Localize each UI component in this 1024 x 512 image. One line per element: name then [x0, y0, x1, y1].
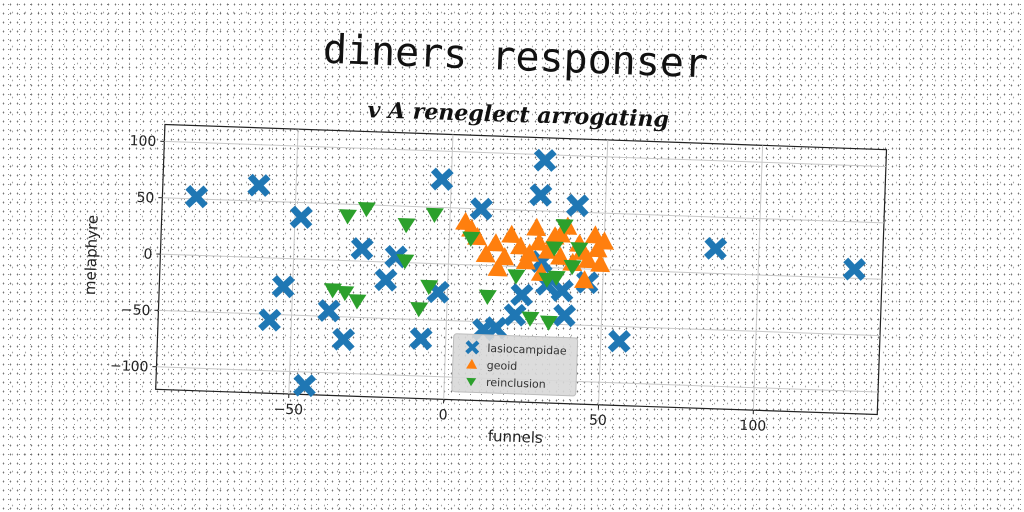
chart-title: diners responser	[322, 27, 709, 88]
data-point-reinclusion	[410, 301, 429, 318]
x-tick-label: 100	[739, 418, 766, 435]
data-point-reinclusion	[478, 289, 497, 305]
x-tick-label: −50	[273, 401, 303, 418]
x-grid-line	[598, 139, 609, 405]
data-point-lasiocampidae	[374, 268, 398, 292]
legend-markers	[465, 340, 480, 387]
data-point-reinclusion	[547, 270, 566, 286]
data-point-reinclusion	[521, 311, 540, 327]
data-point-reinclusion	[339, 209, 357, 225]
data-point-geoid	[593, 231, 614, 250]
data-point-geoid	[487, 258, 508, 277]
data-point-lasiocampidae	[552, 303, 577, 328]
legend-label-geoid: geoid	[486, 359, 517, 373]
data-point-lasiocampidae	[331, 327, 356, 352]
x-grid-line	[288, 129, 299, 394]
data-point-geoid	[590, 253, 611, 273]
data-point-lasiocampidae	[503, 303, 527, 327]
legend-marker-lasiocampidae	[465, 340, 480, 355]
y-tick-label: 50	[136, 190, 154, 207]
data-point-reinclusion	[336, 285, 355, 302]
axis-ticks: −50 0 50 100 100 50 0 −50 −100	[110, 133, 767, 435]
data-point-lasiocampidae	[258, 308, 282, 332]
data-point-lasiocampidae	[607, 329, 631, 353]
data-point-lasiocampidae	[409, 327, 433, 351]
data-point-reinclusion	[545, 241, 564, 257]
x-tick-label: 0	[438, 407, 447, 423]
data-point-reinclusion	[348, 294, 367, 310]
data-point-lasiocampidae	[529, 183, 553, 207]
y-grid-line	[162, 197, 884, 224]
y-tick-label: 0	[143, 246, 152, 262]
data-point-lasiocampidae	[350, 237, 374, 261]
data-point-geoid	[584, 225, 605, 244]
data-point-geoid	[550, 224, 571, 243]
data-point-geoid	[526, 217, 547, 237]
data-point-lasiocampidae	[469, 197, 493, 221]
data-point-geoid	[501, 224, 522, 244]
y-tick-label: 100	[129, 133, 156, 150]
data-point-reinclusion	[462, 231, 481, 247]
chart-subtitle: v A reneglect arrogating	[367, 97, 669, 132]
legend-marker-reinclusion	[466, 377, 477, 387]
data-point-lasiocampidae	[565, 193, 590, 218]
data-point-lasiocampidae	[703, 237, 728, 261]
y-tick-label: −100	[110, 358, 149, 375]
data-point-lasiocampidae	[184, 185, 209, 209]
data-point-reinclusion	[357, 201, 376, 218]
data-point-lasiocampidae	[533, 148, 557, 172]
data-point-reinclusion	[555, 219, 574, 235]
y-tick-label: −50	[121, 302, 151, 319]
data-point-lasiocampidae	[293, 373, 317, 398]
data-point-reinclusion	[425, 207, 444, 224]
legend-label-reinclusion: reinclusion	[486, 376, 546, 391]
data-point-reinclusion	[396, 254, 415, 270]
plot-frame	[155, 123, 888, 416]
legend-box	[451, 333, 579, 397]
y-axis-label: melaphyre	[81, 215, 102, 296]
data-point-lasiocampidae	[247, 173, 271, 197]
x-grid-line	[443, 134, 454, 400]
data-point-geoid	[510, 236, 531, 255]
data-point-lasiocampidae	[842, 257, 867, 281]
data-point-lasiocampidae	[317, 299, 341, 323]
data-points	[184, 148, 867, 398]
data-point-geoid	[475, 244, 496, 263]
data-point-lasiocampidae	[510, 283, 534, 307]
data-point-geoid	[574, 270, 594, 289]
data-point-lasiocampidae	[271, 274, 295, 299]
x-tick-label: 50	[589, 412, 607, 429]
data-point-reinclusion	[420, 279, 439, 296]
data-point-reinclusion	[570, 242, 589, 258]
data-point-reinclusion	[539, 315, 558, 331]
data-point-reinclusion	[397, 218, 416, 234]
data-point-geoid	[485, 233, 506, 252]
x-axis-label: funnels	[487, 427, 543, 447]
data-point-reinclusion	[563, 259, 582, 276]
data-point-geoid	[537, 240, 558, 260]
data-point-geoid	[528, 232, 549, 251]
y-grid-line	[164, 140, 886, 168]
data-point-lasiocampidae	[430, 167, 454, 191]
x-grid-line	[752, 145, 764, 411]
data-point-reinclusion	[507, 269, 526, 285]
plot-area: −50 0 50 100 100 50 0 −50 −100 lasiocampidae geo…	[81, 123, 888, 447]
legend-label-lasiocampidae: lasiocampidae	[487, 342, 567, 358]
data-point-lasiocampidae	[289, 205, 313, 229]
legend: lasiocampidae geoid reinclusion	[451, 333, 579, 397]
legend-marker-geoid	[466, 358, 478, 369]
data-point-geoid	[519, 243, 540, 262]
